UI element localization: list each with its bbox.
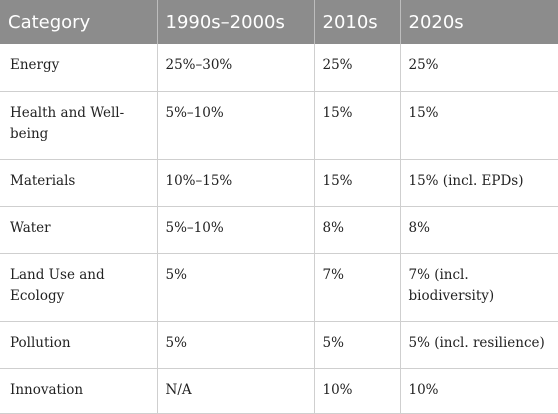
header-1990s-2000s: 1990s–2000s	[156, 0, 314, 44]
table-row: Materials 10%–15% 15% 15% (incl. EPDs)	[0, 159, 558, 207]
cell-2010s: 5%	[313, 321, 400, 369]
table-row: Health and Well-being 5%–10% 15% 15%	[0, 91, 558, 160]
header-2010s: 2010s	[313, 0, 400, 44]
cell-1990s-2000s: 10%–15%	[156, 159, 314, 207]
cell-category: Materials	[0, 159, 157, 207]
cell-category: Water	[0, 206, 157, 254]
cell-2020s: 7% (incl. biodiversity)	[399, 253, 558, 322]
cell-1990s-2000s: 5%	[156, 321, 314, 369]
cell-2010s: 15%	[313, 159, 400, 207]
cell-1990s-2000s: 5%–10%	[156, 206, 314, 254]
cell-category: Innovation	[0, 368, 157, 414]
cell-1990s-2000s: 5%–10%	[156, 91, 314, 160]
table-row: Pollution 5% 5% 5% (incl. resilience)	[0, 321, 558, 369]
cell-2010s: 15%	[313, 91, 400, 160]
cell-category: Pollution	[0, 321, 157, 369]
cell-2020s: 15% (incl. EPDs)	[399, 159, 558, 207]
table-row: Innovation N/A 10% 10%	[0, 368, 558, 414]
cell-category: Energy	[0, 44, 157, 92]
cell-1990s-2000s: 5%	[156, 253, 314, 322]
cell-1990s-2000s: 25%–30%	[156, 44, 314, 92]
cell-2020s: 10%	[399, 368, 558, 414]
cell-2010s: 7%	[313, 253, 400, 322]
cell-category: Health and Well-being	[0, 91, 157, 160]
cell-2010s: 10%	[313, 368, 400, 414]
table-row: Water 5%–10% 8% 8%	[0, 206, 558, 254]
cell-2020s: 8%	[399, 206, 558, 254]
cell-2020s: 15%	[399, 91, 558, 160]
header-2020s: 2020s	[399, 0, 558, 44]
table-row: Energy 25%–30% 25% 25%	[0, 44, 558, 92]
table-row: Land Use and Ecology 5% 7% 7% (incl. bio…	[0, 253, 558, 322]
header-row: Category 1990s–2000s 2010s 2020s	[0, 0, 558, 44]
cell-2010s: 25%	[313, 44, 400, 92]
cell-2010s: 8%	[313, 206, 400, 254]
header-category: Category	[0, 0, 157, 44]
cell-category: Land Use and Ecology	[0, 253, 157, 322]
cell-1990s-2000s: N/A	[156, 368, 314, 414]
cell-2020s: 25%	[399, 44, 558, 92]
cell-2020s: 5% (incl. resilience)	[399, 321, 558, 369]
